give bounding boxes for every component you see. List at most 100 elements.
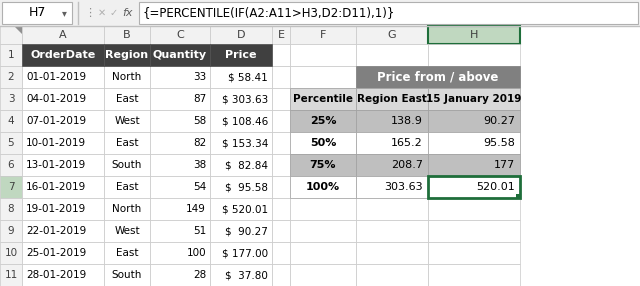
Text: E: E	[278, 30, 285, 40]
Bar	[150, 44, 210, 66]
Text: H7: H7	[28, 7, 45, 19]
Bar	[356, 198, 428, 220]
Bar	[356, 264, 428, 286]
Text: 54: 54	[193, 182, 206, 192]
Bar	[290, 110, 356, 132]
Text: South: South	[112, 160, 142, 170]
Bar	[272, 44, 290, 66]
Bar	[272, 176, 290, 198]
Bar	[356, 110, 428, 132]
Text: 07-01-2019: 07-01-2019	[26, 116, 86, 126]
Text: Percentile: Percentile	[293, 94, 353, 104]
Text: 58: 58	[193, 116, 206, 126]
Bar	[272, 154, 290, 176]
Bar	[139, 2, 638, 24]
Bar	[0, 88, 22, 110]
Text: 8: 8	[8, 204, 14, 214]
Bar	[150, 264, 210, 286]
Bar	[22, 132, 104, 154]
Bar	[104, 242, 150, 264]
Text: Price from / above: Price from / above	[378, 71, 499, 84]
Bar	[428, 242, 520, 264]
Text: D: D	[237, 30, 245, 40]
Text: 208.7: 208.7	[391, 160, 423, 170]
Text: Quantity: Quantity	[153, 50, 207, 60]
Text: $ 58.41: $ 58.41	[228, 72, 268, 82]
Bar	[210, 242, 272, 264]
Bar	[150, 66, 210, 88]
Bar	[104, 44, 150, 66]
Bar	[150, 154, 210, 176]
Text: 82: 82	[193, 138, 206, 148]
Bar	[210, 132, 272, 154]
Bar	[0, 26, 22, 44]
Text: 177: 177	[493, 160, 515, 170]
Text: 138.9: 138.9	[391, 116, 423, 126]
Bar	[0, 44, 22, 66]
Text: B: B	[123, 30, 131, 40]
Bar	[516, 194, 520, 198]
Bar	[272, 26, 290, 44]
Text: 2: 2	[8, 72, 14, 82]
Bar	[428, 88, 520, 110]
Bar	[272, 264, 290, 286]
Text: North: North	[113, 204, 141, 214]
Bar	[356, 66, 520, 88]
Text: East: East	[116, 248, 138, 258]
Bar	[428, 154, 520, 176]
Text: 15 January 2019: 15 January 2019	[426, 94, 522, 104]
Text: 1: 1	[8, 50, 14, 60]
Bar	[104, 220, 150, 242]
Bar	[0, 242, 22, 264]
Text: ▾: ▾	[61, 8, 67, 18]
Text: 16-01-2019: 16-01-2019	[26, 182, 86, 192]
Bar	[428, 176, 520, 198]
Bar	[150, 26, 210, 44]
Bar	[210, 198, 272, 220]
Text: 11: 11	[4, 270, 18, 280]
Text: 10: 10	[4, 248, 17, 258]
Bar	[210, 26, 272, 44]
Text: $  82.84: $ 82.84	[225, 160, 268, 170]
Text: 165.2: 165.2	[391, 138, 423, 148]
Bar	[104, 26, 150, 44]
Bar	[0, 264, 22, 286]
Bar	[150, 110, 210, 132]
Text: 19-01-2019: 19-01-2019	[26, 204, 86, 214]
Text: ✕: ✕	[98, 8, 106, 18]
Bar	[104, 88, 150, 110]
Bar	[104, 110, 150, 132]
Bar	[210, 66, 272, 88]
Bar	[272, 88, 290, 110]
Bar	[356, 132, 428, 154]
Text: 04-01-2019: 04-01-2019	[26, 94, 86, 104]
Bar	[428, 132, 520, 154]
Text: 51: 51	[193, 226, 206, 236]
Bar	[0, 154, 22, 176]
Text: G: G	[388, 30, 396, 40]
Bar	[428, 220, 520, 242]
Bar	[210, 154, 272, 176]
Bar	[272, 242, 290, 264]
Bar	[104, 176, 150, 198]
Bar	[0, 66, 22, 88]
Text: A: A	[59, 30, 67, 40]
Bar	[210, 110, 272, 132]
Bar	[428, 198, 520, 220]
Text: $ 520.01: $ 520.01	[222, 204, 268, 214]
Text: South: South	[112, 270, 142, 280]
Text: 95.58: 95.58	[483, 138, 515, 148]
Text: 6: 6	[8, 160, 14, 170]
Bar	[150, 88, 210, 110]
Bar	[272, 220, 290, 242]
Bar	[356, 66, 428, 88]
Bar	[356, 220, 428, 242]
Bar	[290, 88, 356, 110]
Text: 5: 5	[8, 138, 14, 148]
Bar	[428, 154, 520, 176]
Text: 7: 7	[8, 182, 14, 192]
Text: 22-01-2019: 22-01-2019	[26, 226, 86, 236]
Bar	[0, 0, 640, 26]
Text: Region East: Region East	[357, 94, 427, 104]
Bar	[150, 198, 210, 220]
